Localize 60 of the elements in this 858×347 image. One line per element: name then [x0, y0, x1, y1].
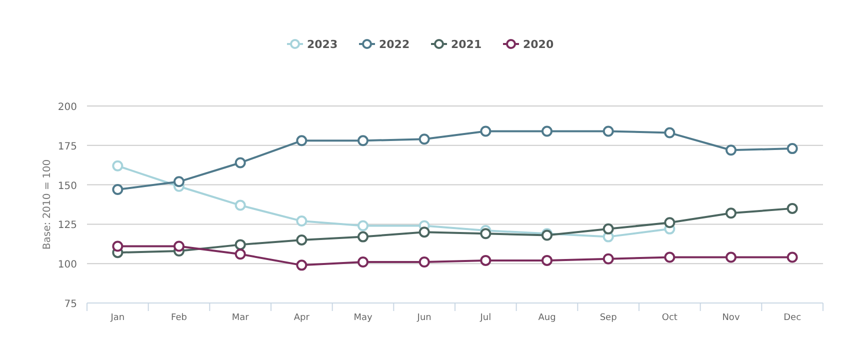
point	[542, 254, 552, 266]
point	[112, 184, 124, 196]
point	[664, 127, 676, 138]
y-tick-label: 150	[58, 180, 77, 192]
point	[296, 234, 308, 246]
point	[358, 256, 368, 268]
point	[234, 157, 246, 168]
x-tick-label: Nov	[722, 313, 740, 323]
point	[786, 202, 798, 214]
x-tick-label: Dec	[784, 313, 802, 323]
x-tick-label: Mar	[232, 313, 250, 323]
point	[174, 240, 184, 252]
point	[418, 226, 430, 238]
legend-label: 2020	[523, 38, 554, 51]
legend-label: 2023	[307, 38, 338, 51]
point	[174, 176, 184, 188]
point	[358, 135, 368, 146]
point	[112, 160, 124, 172]
legend-label: 2021	[451, 38, 482, 51]
point	[418, 134, 430, 145]
point	[234, 200, 246, 211]
point	[726, 252, 736, 263]
point	[786, 252, 798, 263]
point	[542, 126, 552, 137]
x-tick-label: Jul	[479, 313, 492, 323]
point	[602, 126, 614, 137]
x-tick-label: Sep	[600, 313, 618, 323]
point	[234, 239, 246, 250]
point	[726, 144, 736, 156]
y-axis-title: Base: 2010 = 100	[42, 159, 53, 250]
point	[664, 217, 676, 228]
point	[480, 126, 492, 137]
point	[296, 216, 308, 227]
x-tick-label: May	[354, 313, 373, 323]
y-tick-label: 175	[58, 141, 77, 152]
y-tick-label: 200	[58, 102, 77, 113]
point	[358, 231, 368, 242]
point	[418, 256, 430, 268]
point	[602, 223, 614, 234]
point	[358, 220, 368, 232]
x-tick-label: Aug	[538, 313, 556, 323]
point	[112, 240, 124, 252]
point	[296, 135, 308, 146]
point	[234, 248, 246, 260]
point	[480, 254, 492, 266]
x-tick-label: Jan	[110, 313, 125, 323]
legend-label: 2022	[379, 38, 410, 51]
point	[296, 260, 308, 271]
y-tick-label: 125	[58, 220, 77, 232]
point	[664, 252, 676, 263]
point	[726, 208, 736, 219]
y-tick-label: 100	[58, 260, 77, 271]
x-tick-label: Feb	[171, 313, 188, 323]
point	[602, 253, 614, 264]
point	[786, 143, 798, 154]
y-tick-label: 75	[64, 299, 77, 310]
x-tick-label: Jun	[416, 313, 432, 323]
x-tick-label: Oct	[662, 313, 678, 323]
x-tick-label: Apr	[294, 313, 310, 323]
point	[480, 228, 492, 240]
